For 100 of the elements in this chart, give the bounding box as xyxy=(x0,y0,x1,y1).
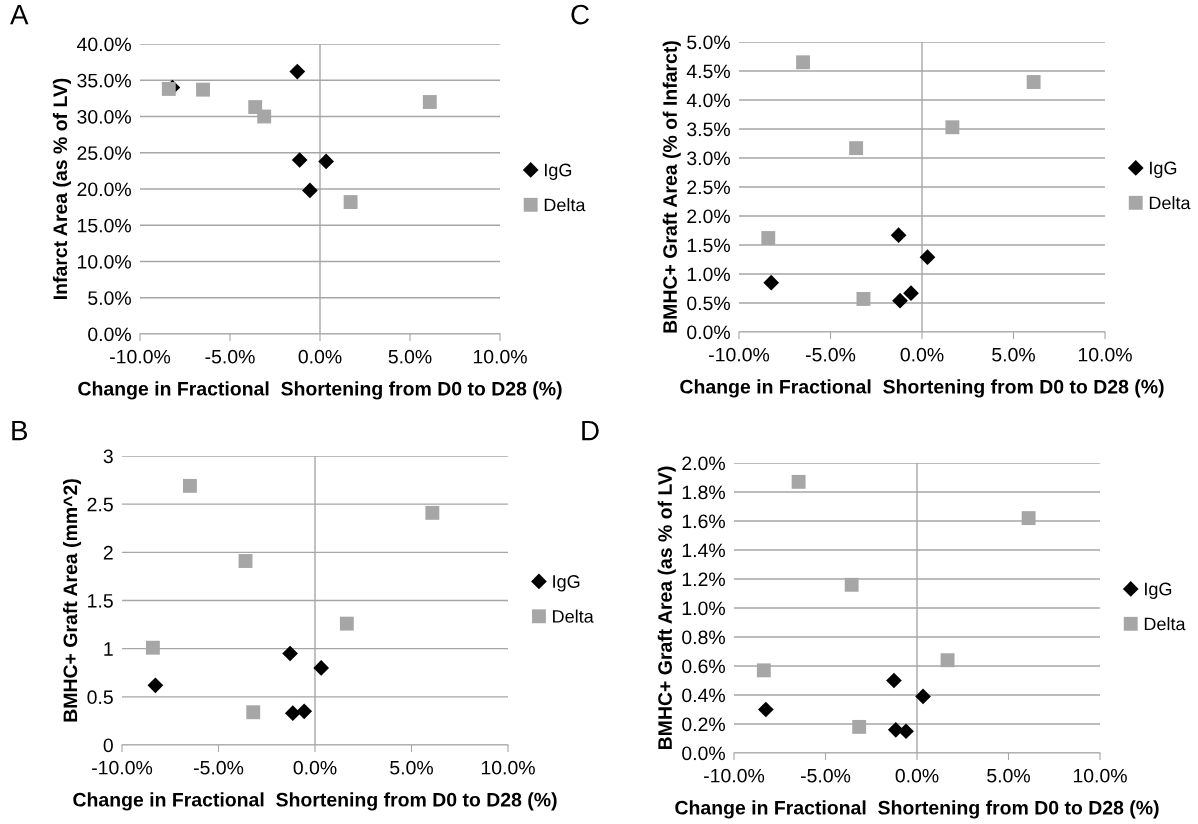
y-tick-label: 3.0% xyxy=(687,151,730,166)
point xyxy=(892,292,908,309)
legend-label: IgG xyxy=(1150,161,1177,178)
y-tick-label: 20.0% xyxy=(77,182,131,197)
point xyxy=(257,109,272,124)
y-tick-label: 2.5% xyxy=(687,180,730,195)
chart-title: A xyxy=(10,5,29,25)
point xyxy=(886,672,902,689)
y-tick-label: 10.0% xyxy=(78,254,131,269)
y-tick-label: 1.8% xyxy=(682,485,725,500)
point xyxy=(147,677,164,694)
y-tick-label: 1 xyxy=(104,642,113,656)
point xyxy=(238,554,253,568)
point xyxy=(425,505,440,520)
x-axis-title: Change in Fractional Shortening from D0 to D28 (%) xyxy=(78,381,562,400)
x-tick-label: 0.0% xyxy=(900,347,944,362)
point xyxy=(849,141,864,156)
y-tick-label: 2.0% xyxy=(687,209,730,224)
x-axis-title: Change in Fractional Shortening from D0 to D28 (%) xyxy=(680,379,1164,398)
point xyxy=(791,474,806,489)
y-axis-title: Infarct Area (as % of LV) xyxy=(52,78,71,299)
x-tick-label: 10.0% xyxy=(481,760,535,775)
legend-label: Delta xyxy=(553,609,594,623)
y-tick-label: 0.5% xyxy=(687,296,730,311)
x-tick-label: 10.0% xyxy=(473,349,527,364)
y-tick-label: 0.5 xyxy=(87,690,113,705)
point xyxy=(844,577,859,592)
y-tick-label: 2 xyxy=(103,545,113,560)
x-tick-label: 5.0% xyxy=(390,760,433,775)
point xyxy=(296,703,313,720)
point xyxy=(898,723,914,740)
point xyxy=(282,645,298,662)
x-tick-label: -10.0% xyxy=(704,768,765,783)
y-tick-label: 0.2% xyxy=(682,717,725,732)
y-tick-label: 1.4% xyxy=(682,543,725,558)
y-tick-label: 0 xyxy=(103,738,113,753)
y-tick-label: 40.0% xyxy=(76,37,131,52)
y-tick-label: 25.0% xyxy=(77,146,131,160)
point xyxy=(1026,75,1041,89)
legend-label: Delta xyxy=(1149,196,1191,210)
y-tick-label: 30.0% xyxy=(77,109,131,124)
x-tick-label: -10.0% xyxy=(709,347,770,362)
point xyxy=(1021,511,1036,526)
y-tick-label: 0.6% xyxy=(682,659,725,674)
y-axis-title: BMHC+ Graft Area (mm^2) xyxy=(62,479,82,722)
y-tick-label: 2.0% xyxy=(682,456,725,471)
point xyxy=(289,63,306,80)
y-tick-label: 0.0% xyxy=(682,746,725,761)
x-tick-label: -5.0% xyxy=(193,760,244,775)
point xyxy=(756,663,771,678)
y-tick-label: 1.6% xyxy=(682,514,725,529)
point xyxy=(196,82,210,97)
point xyxy=(757,701,774,718)
y-tick-label: 0.8% xyxy=(682,630,725,645)
x-axis-title: Change in Fractional Shortening from D0 to D28 (%) xyxy=(675,800,1159,819)
x-axis-title: Change in Fractional Shortening from D0 to D28 (%) xyxy=(73,792,557,811)
x-tick-label: 0.0% xyxy=(895,768,939,783)
y-tick-label: 4.0% xyxy=(686,93,730,108)
y-tick-label: 0.4% xyxy=(682,688,725,703)
point xyxy=(761,231,776,245)
x-tick-label: 0.0% xyxy=(298,349,342,364)
point xyxy=(339,616,354,631)
point xyxy=(945,120,960,135)
y-tick-label: 5.0% xyxy=(687,35,730,50)
x-tick-label: 10.0% xyxy=(1073,768,1127,783)
point xyxy=(890,227,907,243)
point xyxy=(903,285,919,301)
x-tick-label: -10.0% xyxy=(92,760,153,775)
point xyxy=(856,292,871,306)
x-tick-label: 5.0% xyxy=(388,349,432,364)
legend-label: Delta xyxy=(544,198,586,212)
point xyxy=(145,640,160,655)
point xyxy=(796,55,810,70)
x-tick-label: -5.0% xyxy=(800,768,851,783)
y-tick-label: 35.0% xyxy=(77,73,131,88)
y-tick-label: 3 xyxy=(103,449,113,464)
y-tick-label: 15.0% xyxy=(78,218,131,233)
point xyxy=(246,705,261,720)
point xyxy=(343,195,358,209)
chart-title: C xyxy=(571,4,589,25)
y-tick-label: 1.0% xyxy=(687,267,730,282)
y-tick-label: 2.5 xyxy=(87,497,113,512)
point xyxy=(852,719,867,734)
point xyxy=(302,182,318,199)
x-tick-label: -5.0% xyxy=(205,349,255,364)
legend-label: IgG xyxy=(1145,582,1172,599)
y-tick-label: 1.5% xyxy=(687,238,730,253)
point xyxy=(940,653,955,668)
y-tick-label: 0.0% xyxy=(687,325,730,340)
y-tick-label: 4.5% xyxy=(686,64,730,79)
point xyxy=(182,478,197,493)
x-tick-label: 0.0% xyxy=(293,760,337,775)
y-tick-label: 1.2% xyxy=(682,572,725,587)
x-tick-label: 5.0% xyxy=(992,347,1035,362)
legend-label: IgG xyxy=(553,575,580,592)
point xyxy=(915,688,931,705)
chart-title: D xyxy=(582,421,599,441)
point xyxy=(318,153,334,170)
x-tick-label: -10.0% xyxy=(110,349,171,364)
x-tick-label: 5.0% xyxy=(987,768,1030,783)
